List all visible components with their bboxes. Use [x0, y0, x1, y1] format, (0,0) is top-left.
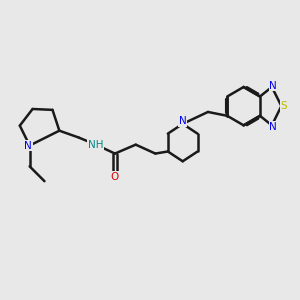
Text: S: S — [280, 101, 287, 111]
Text: N: N — [24, 140, 32, 151]
Text: N: N — [269, 80, 277, 91]
Text: O: O — [111, 172, 119, 182]
Text: NH: NH — [88, 140, 104, 150]
Text: N: N — [179, 116, 187, 127]
Text: N: N — [269, 122, 277, 132]
